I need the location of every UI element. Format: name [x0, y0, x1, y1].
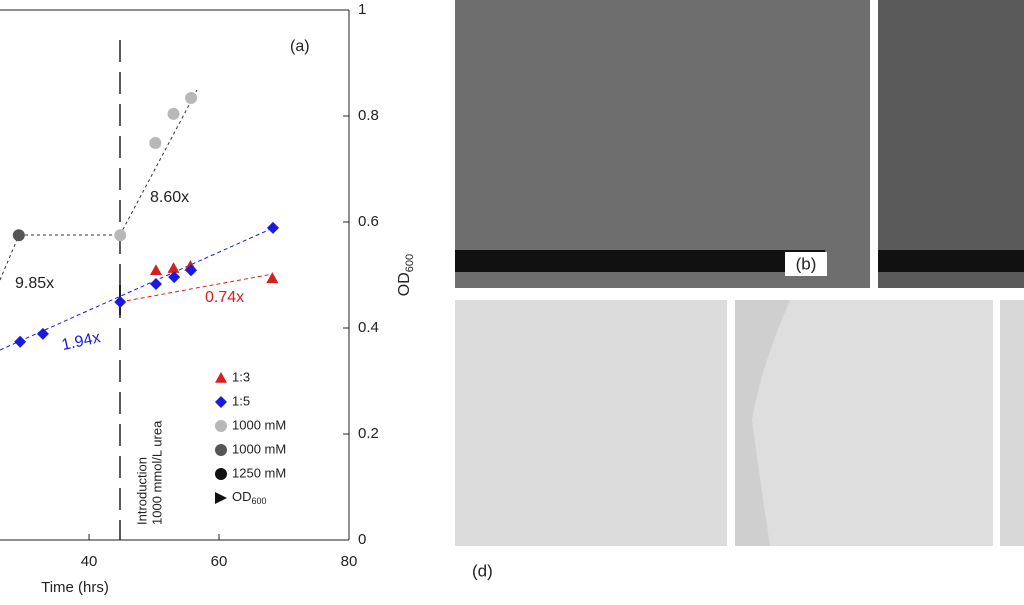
annotation: 1000 mmol/L urea: [149, 420, 164, 525]
data-point: [185, 91, 198, 104]
legend-marker: [215, 420, 227, 432]
micrograph-edge: [735, 300, 790, 546]
annotation: Introduction: [134, 457, 149, 525]
legend-label: 1000 mM: [232, 441, 286, 456]
y2-tick-label: 0.8: [358, 107, 379, 124]
data-point: [14, 335, 27, 348]
y2-axis-label: OD600: [396, 254, 416, 296]
legend-marker: [215, 444, 227, 456]
y2-tick-label: 0.4: [358, 319, 379, 336]
fit-line: [119, 89, 198, 236]
sem-image-b: [455, 0, 870, 288]
legend-marker: [215, 492, 227, 504]
legend-label: OD600: [232, 489, 267, 506]
sem-image-c: [878, 0, 1024, 288]
label-text: OD: [396, 272, 413, 296]
label-sub: 600: [404, 254, 416, 272]
annotation: 9.85x: [15, 275, 54, 292]
data-point: [149, 278, 162, 291]
panel-label: (a): [290, 38, 310, 55]
x-tick-label: 80: [341, 553, 358, 570]
legend-label: 1250 mM: [232, 465, 286, 480]
data-point: [266, 272, 279, 283]
label-box: [785, 252, 827, 276]
legend-marker: [215, 396, 227, 408]
annotation: 1.94x: [60, 329, 102, 354]
fit-line: [0, 234, 20, 281]
micrograph: [1000, 300, 1024, 546]
annotation: 0.74x: [205, 289, 244, 306]
y2-tick-label: 0.6: [358, 213, 379, 230]
data-point: [36, 327, 49, 340]
micrograph: [455, 300, 727, 546]
sem-info-bar: [878, 250, 1024, 272]
panel-label: (b): [796, 254, 817, 273]
data-point: [12, 229, 25, 242]
data-point: [167, 262, 180, 273]
x-axis-label: Time (hrs): [41, 579, 109, 596]
annotation: 8.60x: [150, 189, 189, 206]
data-point: [266, 221, 279, 234]
legend-marker: [215, 468, 227, 480]
y2-tick-label: 1: [358, 1, 366, 18]
legend-marker: [215, 372, 227, 383]
x-tick-label: 60: [211, 553, 228, 570]
sem-info-bar: [455, 250, 825, 272]
y2-tick-label: 0.2: [358, 425, 379, 442]
data-point: [114, 296, 127, 309]
data-point: [149, 264, 162, 276]
label-sub: 600: [252, 496, 267, 506]
legend-label: 1000 mM: [232, 417, 286, 432]
data-point: [168, 271, 181, 284]
data-point: [185, 264, 198, 277]
panel-label: (d): [472, 561, 493, 580]
legend-label: 1:5: [232, 393, 250, 408]
x-tick-label: 40: [81, 553, 98, 570]
micrograph: [735, 300, 993, 546]
fit-line: [0, 227, 274, 351]
data-point: [149, 137, 162, 150]
y2-tick-label: 0: [358, 531, 366, 548]
data-point: [167, 107, 180, 120]
fit-line: [119, 273, 274, 303]
legend-label: 1:3: [232, 369, 250, 384]
label-text: OD: [232, 489, 252, 504]
data-point: [114, 229, 127, 242]
